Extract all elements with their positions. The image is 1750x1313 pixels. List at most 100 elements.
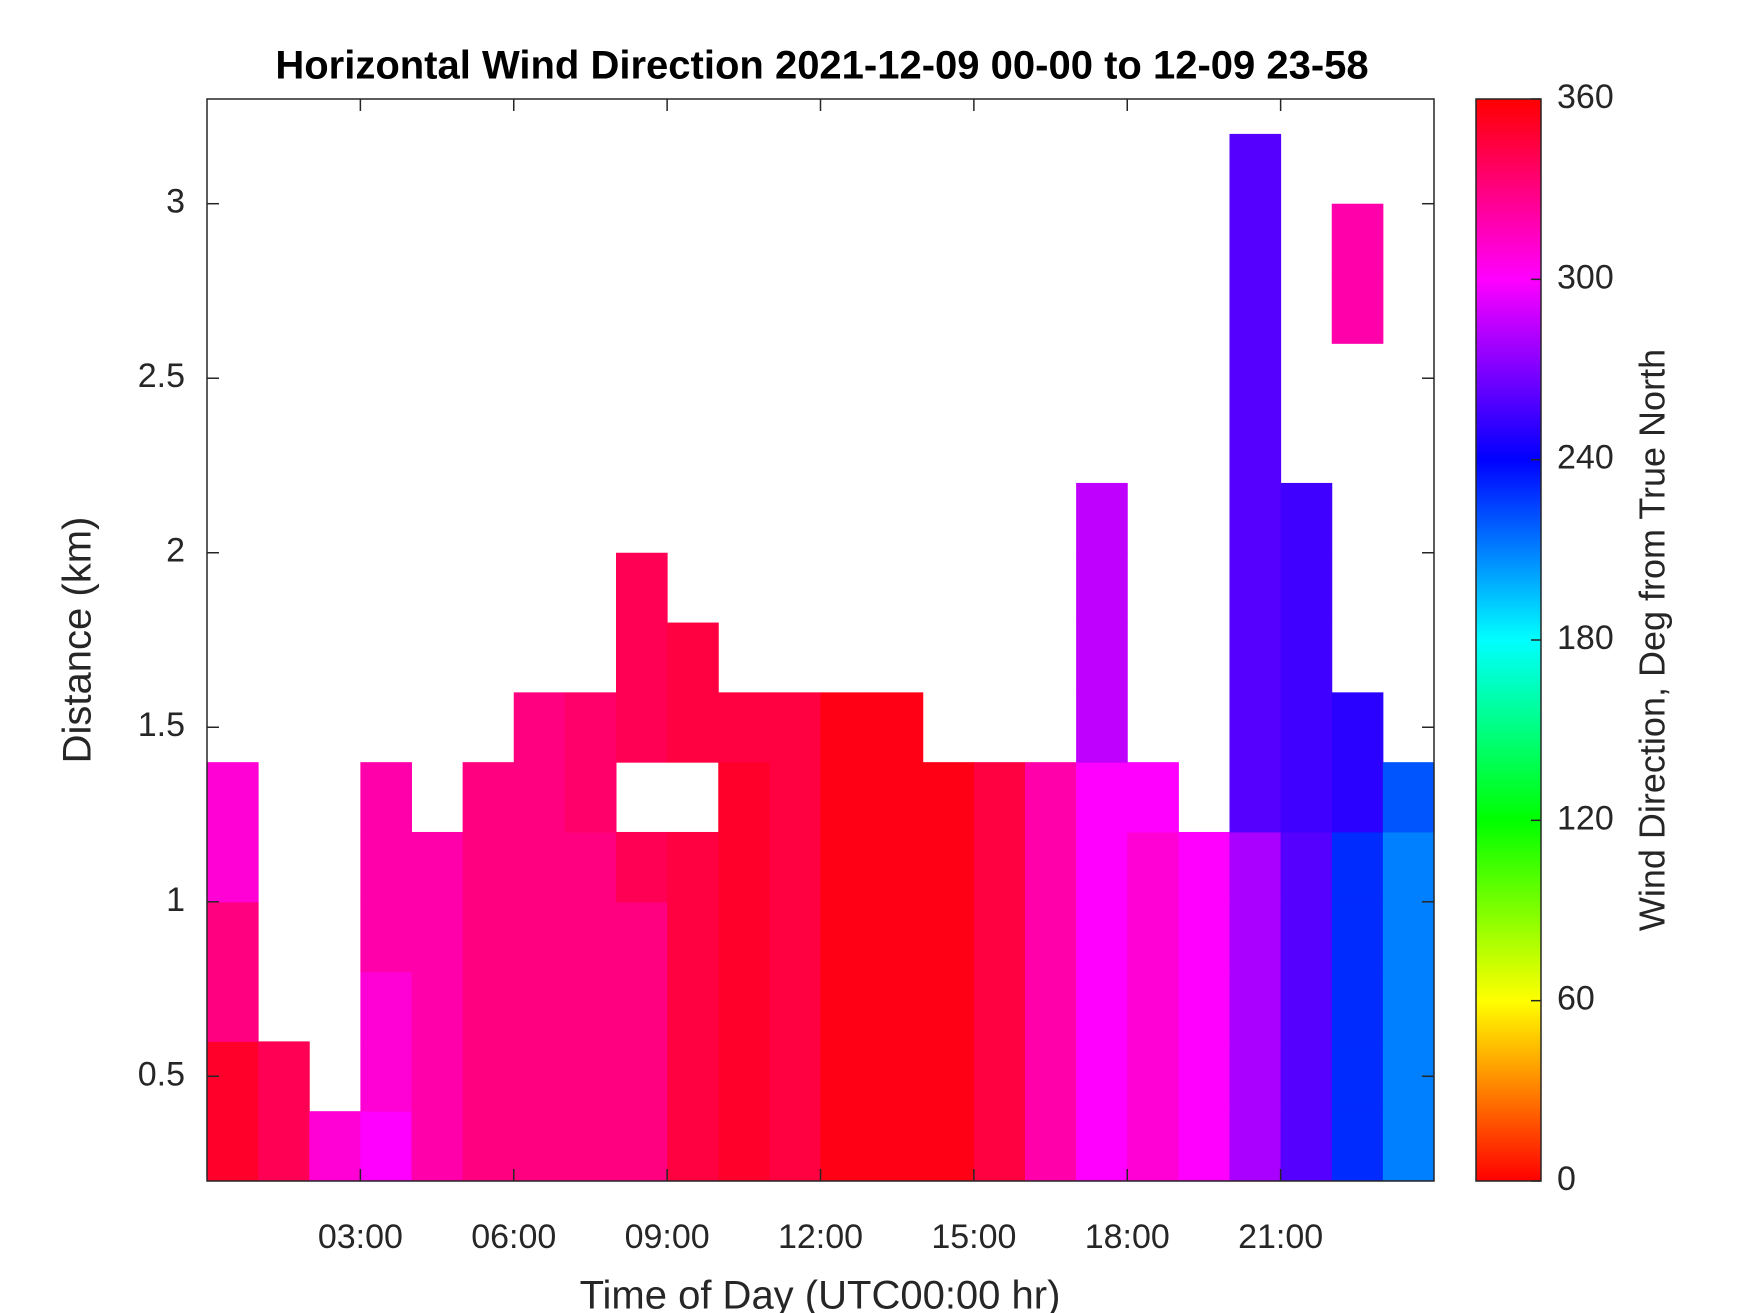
heatmap-cell [667,692,719,763]
heatmap-cell [1178,1041,1230,1112]
heatmap-cell [1076,831,1128,903]
y-tick-label: 1 [166,881,185,919]
heatmap-cell [564,762,617,833]
x-axis-label: Time of Day (UTC00:00 hr) [580,1274,1061,1313]
heatmap-cell [1229,413,1282,484]
heatmap-cell [1025,1111,1077,1181]
heatmap-cell [462,831,515,903]
heatmap-cell [1127,1111,1179,1181]
heatmap-cell [1382,1111,1434,1181]
heatmap-cell [1280,552,1333,624]
heatmap-cell [1229,622,1282,693]
heatmap-cell [1025,901,1077,973]
heatmap-cell [1280,901,1333,973]
heatmap-cell [1178,831,1230,903]
heatmap-cell [769,692,821,763]
heatmap-cell [1331,831,1384,903]
x-tick-label: 21:00 [1238,1218,1323,1256]
heatmap-cell [360,971,412,1042]
heatmap-cell [360,831,412,903]
heatmap-cell [564,1111,617,1181]
heatmap-cell [1229,1111,1282,1181]
y-tick-label: 1.5 [138,706,185,744]
heatmap-cell [1076,482,1128,554]
heatmap-cell [1331,971,1384,1042]
chart-title: Horizontal Wind Direction 2021-12-09 00-… [275,44,1368,88]
heatmap-cell [871,1111,924,1181]
heatmap-cell [1280,971,1333,1042]
heatmap-cell [1229,482,1282,554]
heatmap-cell [207,971,259,1042]
heatmap-cell [1382,762,1434,833]
heatmap-cell [513,762,566,833]
heatmap-cell [1280,762,1333,833]
heatmap-cell [1127,762,1179,833]
heatmap-cell [1382,901,1434,973]
heatmap-cell [820,762,873,833]
y-tick-label: 3 [166,183,185,221]
heatmap-cell [973,901,1026,973]
x-tick-label: 12:00 [778,1218,863,1256]
heatmap-cell [207,831,259,903]
heatmap-cell [258,1041,310,1112]
heatmap-cell [1280,482,1333,554]
heatmap-cell [513,971,566,1042]
heatmap-cell [820,901,873,973]
heatmap-cell [871,762,924,833]
heatmap-cell [973,1111,1026,1181]
heatmap-cell [769,1111,821,1181]
heatmap-cell [667,831,719,903]
heatmap-cell [922,901,975,973]
heatmap-cell [1025,971,1077,1042]
heatmap-cell [718,831,770,903]
heatmap-cell [1076,762,1128,833]
x-tick-label: 06:00 [471,1218,556,1256]
heatmap-cell [1280,831,1333,903]
heatmap-cell [1280,692,1333,763]
heatmap-cell [1127,971,1179,1042]
heatmap-cell [411,901,464,973]
heatmap-cell [1331,273,1384,344]
heatmap-cell [411,1111,464,1181]
colorbar-tick-label: 240 [1557,439,1614,477]
heatmap-cell [411,1041,464,1112]
heatmap-cell [667,1111,719,1181]
heatmap-cell [922,762,975,833]
heatmap-cell [820,1041,873,1112]
heatmap-cell [1178,1111,1230,1181]
heatmap-cell [564,901,617,973]
heatmap-cell [1280,1041,1333,1112]
heatmap-cell [871,831,924,903]
colorbar [1475,98,1542,1182]
colorbar-tick-label: 0 [1557,1160,1576,1198]
heatmap-cell [1025,831,1077,903]
heatmap-cell [1382,831,1434,903]
heatmap-cell [411,971,464,1042]
y-tick-label: 0.5 [138,1055,185,1093]
heatmap-cell [718,762,770,833]
heatmap-cell [973,1041,1026,1112]
heatmap-cell [1178,901,1230,973]
heatmap-cell [820,831,873,903]
heatmap-cell [360,1111,412,1181]
heatmap-cell [1280,622,1333,693]
heatmap-cell [207,901,259,973]
heatmap-cell [1076,971,1128,1042]
heatmap-cell [1331,762,1384,833]
heatmap-cell [616,901,668,973]
colorbar-tick-label: 60 [1557,980,1595,1018]
heatmap-cell [564,1041,617,1112]
heatmap [207,133,1434,1181]
heatmap-cell [667,1041,719,1112]
heatmap-cell [769,831,821,903]
heatmap-cell [1331,692,1384,763]
heatmap-cell [769,901,821,973]
heatmap-cell [513,901,566,973]
heatmap-cell [616,1111,668,1181]
heatmap-cell [871,1041,924,1112]
heatmap-cell [1229,133,1282,205]
heatmap-cell [1331,1111,1384,1181]
heatmap-cell [1076,552,1128,624]
heatmap-cell [1331,901,1384,973]
heatmap-cell [1025,762,1077,833]
